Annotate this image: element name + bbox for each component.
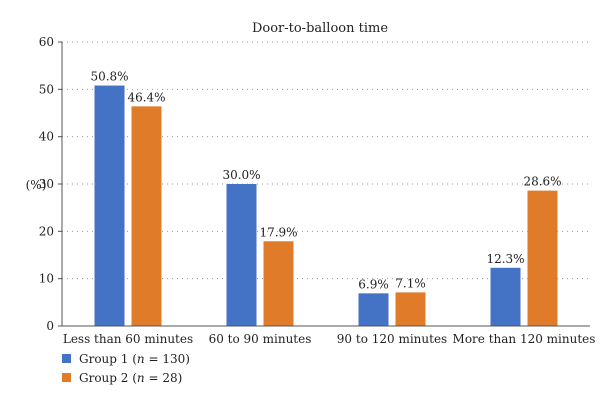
x-tick-label-4: More than 120 minutes [453, 332, 596, 346]
bar-label-series-2-cat-1: 46.4% [127, 90, 165, 104]
bar-label-series-1-cat-3: 6.9% [358, 277, 389, 291]
bar-label-series-2-cat-2: 17.9% [259, 225, 297, 239]
bars [94, 85, 558, 327]
y-tick-label-10: 10 [39, 272, 54, 286]
x-tick-label-1: Less than 60 minutes [63, 332, 193, 346]
legend-label-group-1: Group 1 (n = 130) [79, 351, 190, 366]
bar-series-1-cat-3 [358, 293, 389, 326]
x-tick-labels: Less than 60 minutes 60 to 90 minutes 90 t… [63, 332, 596, 346]
y-tick-label-0: 0 [46, 319, 54, 333]
bar-value-labels: 50.8% 46.4% 30.0% 17.9% 6.9% 7.1% 12.3% 28.6% [90, 70, 561, 292]
chart-title: Door-to-balloon time [252, 21, 388, 36]
legend: Group 1 (n = 130) Group 2 (n = 28) [62, 349, 190, 387]
legend-swatch-group-2 [62, 373, 71, 382]
legend-item-group-2: Group 2 (n = 28) [62, 368, 190, 387]
bar-series-2-cat-3 [395, 292, 426, 326]
bar-label-series-2-cat-4: 28.6% [523, 175, 561, 189]
y-tick-label-60: 60 [39, 35, 54, 49]
y-tick-label-20: 20 [39, 224, 54, 238]
bar-label-series-1-cat-1: 50.8% [90, 70, 128, 84]
bar-series-1-cat-1 [94, 85, 125, 327]
legend-swatch-group-1 [62, 354, 71, 363]
bar-label-series-1-cat-2: 30.0% [222, 168, 260, 182]
bar-series-1-cat-4 [490, 267, 521, 326]
y-axis-label: (%) [26, 178, 47, 192]
bar-label-series-2-cat-3: 7.1% [395, 276, 426, 290]
y-tick-label-50: 50 [39, 82, 54, 96]
legend-label-group-2: Group 2 (n = 28) [79, 370, 183, 385]
y-tick-label-40: 40 [39, 130, 54, 144]
bar-series-2-cat-4 [527, 190, 558, 326]
x-tick-label-2: 60 to 90 minutes [209, 332, 312, 346]
y-tick-label-30: 30 [39, 177, 54, 191]
bar-series-2-cat-1 [131, 106, 162, 326]
y-tick-labels: 0 10 20 30 40 50 60 [39, 35, 54, 333]
bar-label-series-1-cat-4: 12.3% [486, 252, 524, 266]
x-tick-label-3: 90 to 120 minutes [337, 332, 447, 346]
legend-item-group-1: Group 1 (n = 130) [62, 349, 190, 368]
bar-series-1-cat-2 [226, 184, 257, 326]
bar-series-2-cat-2 [263, 241, 294, 326]
